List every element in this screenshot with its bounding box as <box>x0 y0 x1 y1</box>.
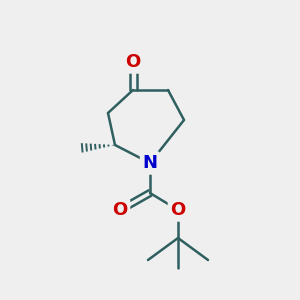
Text: N: N <box>142 154 158 172</box>
Text: O: O <box>112 201 128 219</box>
Text: O: O <box>170 201 186 219</box>
Text: O: O <box>125 53 141 71</box>
